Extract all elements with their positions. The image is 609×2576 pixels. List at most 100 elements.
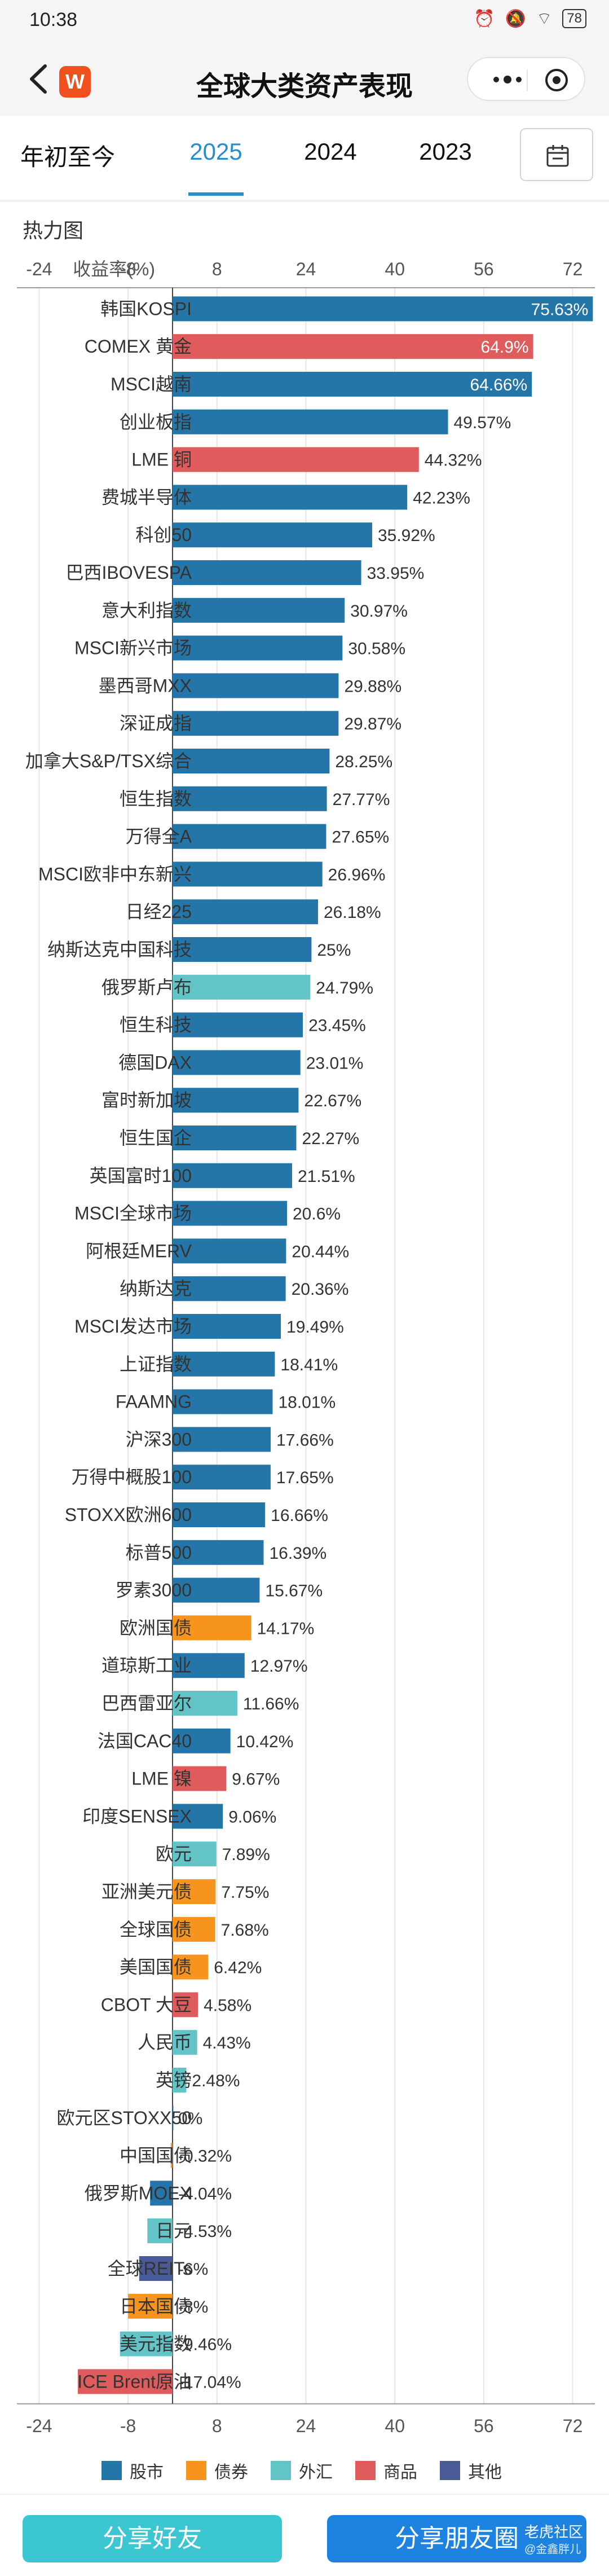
legend-label: 债券 bbox=[214, 2463, 248, 2482]
value-label: 30.97% bbox=[350, 602, 408, 621]
bar bbox=[172, 1314, 281, 1339]
value-label: 64.66% bbox=[470, 376, 527, 394]
category-label: 墨西哥MXX bbox=[99, 675, 192, 696]
value-label: 2.48% bbox=[192, 2072, 240, 2090]
category-label: COMEX 黄金 bbox=[85, 336, 192, 357]
tab-2025[interactable]: 2025 bbox=[189, 138, 242, 165]
bar bbox=[172, 1088, 299, 1113]
category-label: LME 铜 bbox=[131, 450, 192, 470]
value-label: 17.65% bbox=[276, 1469, 334, 1487]
page-title: 全球大类资产表现 bbox=[196, 72, 413, 102]
back-icon[interactable] bbox=[23, 60, 56, 98]
x-tick-label-top: 72 bbox=[563, 259, 583, 279]
more-icon[interactable] bbox=[491, 74, 524, 85]
legend-item[interactable]: 外汇 bbox=[271, 2458, 333, 2483]
legend-item[interactable]: 其他 bbox=[440, 2458, 502, 2483]
category-label: 万得中概股100 bbox=[72, 1467, 192, 1487]
app-logo: W bbox=[59, 66, 91, 98]
category-label: 日元 bbox=[156, 2221, 192, 2241]
category-label: 巴西IBOVESPA bbox=[66, 562, 192, 583]
category-label: 德国DAX bbox=[118, 1052, 192, 1072]
share-moments-button[interactable]: 分享朋友圈 bbox=[327, 2515, 586, 2562]
bar bbox=[172, 522, 372, 548]
value-label: 23.45% bbox=[308, 1017, 366, 1035]
category-label: 亚洲美元债 bbox=[102, 1882, 192, 1902]
value-label: 18.41% bbox=[280, 1356, 338, 1374]
category-label: 全球国债 bbox=[120, 1919, 192, 1940]
category-label: 罗素3000 bbox=[116, 1580, 192, 1601]
close-mini-program-icon[interactable] bbox=[544, 67, 570, 93]
value-label: 14.17% bbox=[257, 1619, 315, 1638]
bar bbox=[172, 1163, 292, 1188]
bar bbox=[172, 1615, 251, 1641]
category-label: 印度SENSEX bbox=[82, 1806, 192, 1826]
category-label: MSCI欧非中东新兴 bbox=[38, 864, 192, 884]
category-label: 欧元区STOXX50 bbox=[57, 2108, 192, 2128]
value-label: 29.87% bbox=[344, 715, 401, 733]
category-label: 俄罗斯MOEX bbox=[85, 2183, 192, 2203]
tab-divider bbox=[0, 200, 609, 202]
section-title: 热力图 bbox=[23, 219, 84, 242]
category-label: 沪深300 bbox=[126, 1429, 192, 1449]
bar bbox=[78, 2369, 173, 2394]
category-label: CBOT 大豆 bbox=[101, 1994, 192, 2015]
value-label: 22.67% bbox=[304, 1092, 361, 1110]
category-label: 欧元 bbox=[156, 1844, 192, 1864]
watermark-sub: @金鑫胖儿 bbox=[524, 2543, 581, 2556]
bar bbox=[172, 1201, 287, 1226]
x-axis-label: 收益率(%) bbox=[73, 259, 155, 279]
legend-item[interactable]: 股市 bbox=[102, 2458, 164, 2483]
value-label: 20.44% bbox=[292, 1242, 349, 1261]
legend-item[interactable]: 商品 bbox=[355, 2458, 417, 2483]
category-label: MSCI新兴市场 bbox=[74, 638, 192, 658]
bar bbox=[172, 1804, 223, 1829]
value-label: 75.63% bbox=[531, 300, 589, 319]
category-label: 巴西雷亚尔 bbox=[102, 1693, 192, 1713]
bar bbox=[172, 749, 330, 773]
value-label: 49.57% bbox=[454, 414, 511, 432]
value-label: 9.06% bbox=[228, 1808, 276, 1826]
value-label: -4.53% bbox=[178, 2222, 232, 2241]
bar bbox=[172, 635, 343, 661]
bar bbox=[172, 2105, 174, 2130]
watermark: 老虎社区 bbox=[524, 2524, 584, 2540]
bar bbox=[172, 1728, 231, 1753]
value-label: 7.89% bbox=[222, 1845, 270, 1864]
mini-program-capsule bbox=[467, 57, 585, 101]
value-label: 24.79% bbox=[316, 979, 373, 997]
bar bbox=[172, 937, 312, 962]
bar bbox=[172, 1879, 216, 1904]
legend-label: 股市 bbox=[130, 2463, 164, 2482]
calendar-button[interactable] bbox=[520, 128, 593, 181]
bar bbox=[120, 2331, 173, 2357]
value-label: 25% bbox=[317, 941, 351, 960]
calendar-icon bbox=[546, 145, 569, 167]
capsule-divider bbox=[527, 69, 528, 91]
value-label: 29.88% bbox=[344, 677, 401, 696]
category-label: 日经225 bbox=[126, 902, 192, 922]
bar bbox=[172, 1766, 227, 1791]
category-label: 英国富时100 bbox=[90, 1166, 192, 1186]
value-label: 7.68% bbox=[221, 1921, 269, 1940]
bar bbox=[172, 1841, 217, 1867]
share-friend-button[interactable]: 分享好友 bbox=[23, 2515, 282, 2562]
category-label: LME 镍 bbox=[131, 1769, 192, 1789]
legend-swatch bbox=[186, 2461, 206, 2480]
value-label: -17.04% bbox=[178, 2373, 241, 2392]
bar bbox=[172, 1351, 275, 1377]
bar bbox=[150, 2181, 173, 2206]
value-label: 0% bbox=[178, 2109, 202, 2128]
tab-2023[interactable]: 2023 bbox=[419, 138, 472, 165]
battery-icon: 78 bbox=[562, 9, 586, 28]
value-label: 9.67% bbox=[232, 1770, 280, 1789]
legend-label: 外汇 bbox=[299, 2463, 333, 2482]
legend-item[interactable]: 债券 bbox=[186, 2458, 248, 2483]
value-label: 10.42% bbox=[236, 1733, 294, 1751]
wifi-icon: ⌔ bbox=[536, 10, 553, 28]
category-label: 全球REITs bbox=[108, 2258, 192, 2279]
legend-label: 其他 bbox=[468, 2463, 502, 2482]
x-tick-label-bottom: 40 bbox=[385, 2416, 405, 2436]
bar bbox=[172, 1238, 286, 1264]
tab-2024[interactable]: 2024 bbox=[304, 138, 357, 165]
tab-ytd[interactable]: 年初至今 bbox=[20, 144, 115, 170]
